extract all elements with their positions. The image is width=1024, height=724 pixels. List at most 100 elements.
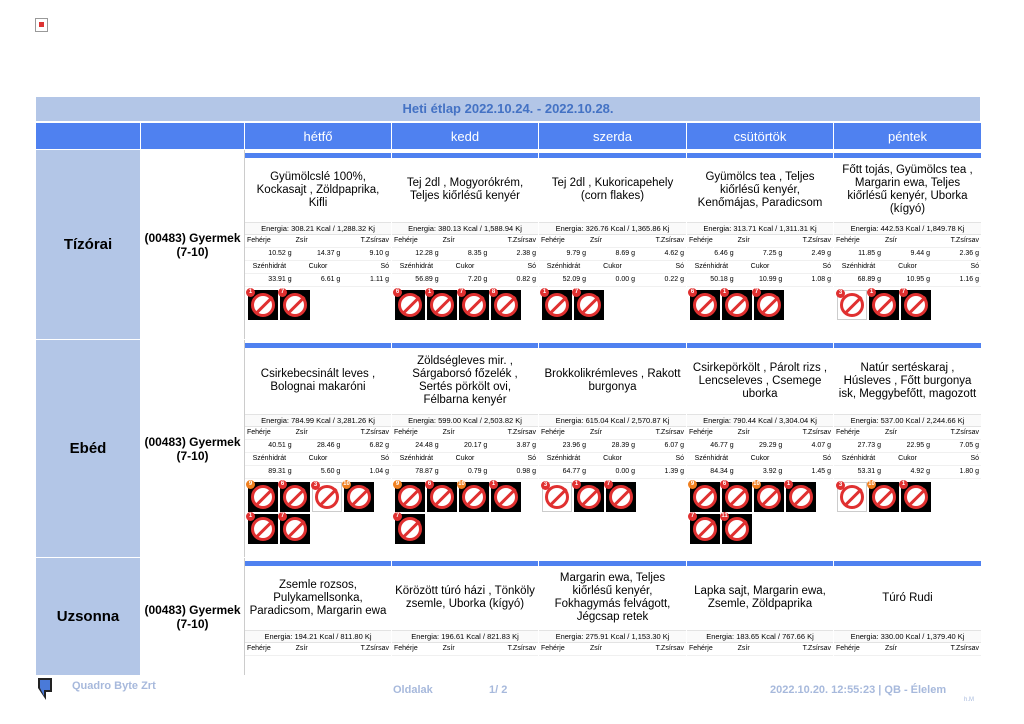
broken-image-icon [35, 18, 48, 32]
day-header: hétfő [244, 122, 392, 150]
menu-cell: Gyümölcs tea , Teljes kiőrlésű kenyér, K… [686, 149, 834, 340]
energy-value: Energia: 537.00 Kcal / 2,244.66 Kj [834, 414, 981, 427]
saturated-fat-label: T.Zsírsav [342, 427, 391, 440]
protein-label: Fehérje [539, 427, 588, 440]
meal-row: Ebéd (00483) Gyermek (7-10) Csirkebecsinál… [35, 339, 982, 558]
sugar-value: 10.99 g [735, 274, 785, 287]
wheat-icon: 1 [572, 480, 604, 512]
energy-value: Energia: 308.21 Kcal / 1,288.32 Kj [245, 222, 391, 235]
energy-value: Energia: 380.13 Kcal / 1,588.94 Kj [392, 222, 538, 235]
cell-accent-bar [687, 561, 833, 566]
carbohydrate-value: 84.34 g [687, 466, 736, 479]
meal-row: Tízórai (00483) Gyermek (7-10) Gyümölcslé … [35, 149, 982, 340]
salt-label: Só [637, 453, 686, 466]
protein-label: Fehérje [539, 643, 588, 656]
cell-accent-bar [392, 343, 538, 348]
energy-value: Energia: 442.53 Kcal / 1,849.78 Kj [834, 222, 981, 235]
menu-cell: Csirkebecsinált leves , Bolognai makarón… [244, 339, 392, 558]
food-list: Gyümölcslé 100%, Kockasajt , Zöldpaprika… [256, 170, 380, 209]
saturated-fat-label: T.Zsírsav [784, 427, 833, 440]
saturated-fat-label: T.Zsírsav [784, 235, 833, 248]
protein-label: Fehérje [392, 427, 441, 440]
day-header: szerda [538, 122, 687, 150]
cell-accent-bar [539, 153, 686, 158]
fat-label: Zsír [440, 235, 490, 248]
sugar-label: Cukor [735, 453, 785, 466]
fat-value: 29.29 g [735, 440, 785, 453]
protein-label: Fehérje [687, 235, 736, 248]
fat-label: Zsír [588, 427, 637, 440]
saturated-fat-value: 2.38 g [489, 248, 538, 261]
sugar-label: Cukor [735, 261, 785, 274]
nutrition-grid: Fehérje Zsír T.Zsírsav [539, 643, 686, 656]
cell-accent-bar [687, 343, 833, 348]
corner-cell [35, 122, 141, 150]
milk-icon: 7 [899, 288, 931, 320]
saturated-fat-value: 9.10 g [342, 248, 391, 261]
salt-value: 1.08 g [784, 274, 833, 287]
salt-label: Só [932, 261, 981, 274]
saturated-fat-label: T.Zsírsav [637, 235, 686, 248]
wheat-icon: 1 [489, 480, 521, 512]
fat-value: 22.95 g [883, 440, 932, 453]
nutrition-grid: Fehérje Zsír T.Zsírsav 10.52 g 14.37 g 9.10 g… [245, 235, 391, 287]
carbohydrate-label: Szénhidrát [687, 261, 736, 274]
menu-cell: Zsemle rozsos, Pulykamellsonka, Paradics… [244, 557, 392, 676]
fat-label: Zsír [440, 427, 490, 440]
saturated-fat-value: 7.05 g [932, 440, 981, 453]
milk-icon: 7 [752, 288, 784, 320]
meal-label: Ebéd [35, 339, 141, 558]
salt-label: Só [784, 453, 833, 466]
mustard-icon: 10 [867, 480, 899, 512]
protein-value: 12.28 g [392, 248, 441, 261]
carbohydrate-label: Szénhidrát [834, 453, 883, 466]
allergen-icons: 9 6 10 1 7 [392, 479, 538, 547]
saturated-fat-value: 6.82 g [342, 440, 391, 453]
meal-label: Uzsonna [35, 557, 141, 676]
protein-label: Fehérje [539, 235, 588, 248]
nutrition-grid: Fehérje Zsír T.Zsírsav 24.48 g 20.17 g 3.87 g… [392, 427, 538, 479]
food-list: Natúr sertéskaraj , Húsleves , Főtt burg… [838, 361, 977, 400]
sugar-value: 10.95 g [883, 274, 932, 287]
fat-label: Zsír [883, 427, 932, 440]
energy-value: Energia: 313.71 Kcal / 1,311.31 Kj [687, 222, 833, 235]
salt-value: 0.82 g [489, 274, 538, 287]
nutrition-grid: Fehérje Zsír T.Zsírsav 6.46 g 7.25 g 2.49 g Sz… [687, 235, 833, 287]
carbohydrate-value: 78.87 g [392, 466, 441, 479]
saturated-fat-label: T.Zsírsav [637, 427, 686, 440]
menu-cell: Gyümölcslé 100%, Kockasajt , Zöldpaprika… [244, 149, 392, 340]
sugar-value: 4.92 g [883, 466, 932, 479]
soy-icon: 6 [720, 480, 752, 512]
day-header: péntek [833, 122, 982, 150]
protein-label: Fehérje [687, 643, 736, 656]
fat-value: 28.46 g [293, 440, 343, 453]
protein-label: Fehérje [245, 643, 294, 656]
food-list: Túró Rudi [882, 591, 933, 604]
energy-value: Energia: 330.00 Kcal / 1,379.40 Kj [834, 630, 981, 643]
sugar-label: Cukor [293, 261, 343, 274]
cell-accent-bar [539, 343, 686, 348]
carbohydrate-label: Szénhidrát [245, 453, 294, 466]
salt-label: Só [637, 261, 686, 274]
saturated-fat-label: T.Zsírsav [342, 235, 391, 248]
sugar-value: 0.00 g [588, 274, 637, 287]
menu-table: hétfő kedd szerda csütörtök péntek Tízór… [35, 122, 982, 676]
salt-label: Só [489, 453, 538, 466]
nutrition-grid: Fehérje Zsír T.Zsírsav [687, 643, 833, 656]
cell-accent-bar [687, 153, 833, 158]
sugar-label: Cukor [883, 261, 932, 274]
nutrition-grid: Fehérje Zsír T.Zsírsav 40.51 g 28.46 g 6.82 g… [245, 427, 391, 479]
carbohydrate-value: 68.89 g [834, 274, 883, 287]
energy-value: Energia: 194.21 Kcal / 811.80 Kj [245, 630, 391, 643]
protein-value: 27.73 g [834, 440, 883, 453]
cell-accent-bar [834, 343, 981, 348]
quadro-byte-logo-icon [38, 678, 52, 700]
food-list: Főtt tojás, Gyümölcs tea , Margarin ewa,… [842, 164, 973, 215]
carbohydrate-value: 53.31 g [834, 466, 883, 479]
milk-icon: 7 [457, 288, 489, 320]
pages-label: Oldalak [393, 684, 433, 696]
